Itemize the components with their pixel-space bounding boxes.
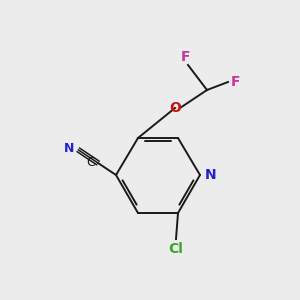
Text: C: C xyxy=(86,155,95,169)
Text: F: F xyxy=(181,50,191,64)
Text: Cl: Cl xyxy=(169,242,183,256)
Text: N: N xyxy=(64,142,74,155)
Text: O: O xyxy=(169,101,181,115)
Text: F: F xyxy=(231,75,241,89)
Text: N: N xyxy=(205,168,217,182)
